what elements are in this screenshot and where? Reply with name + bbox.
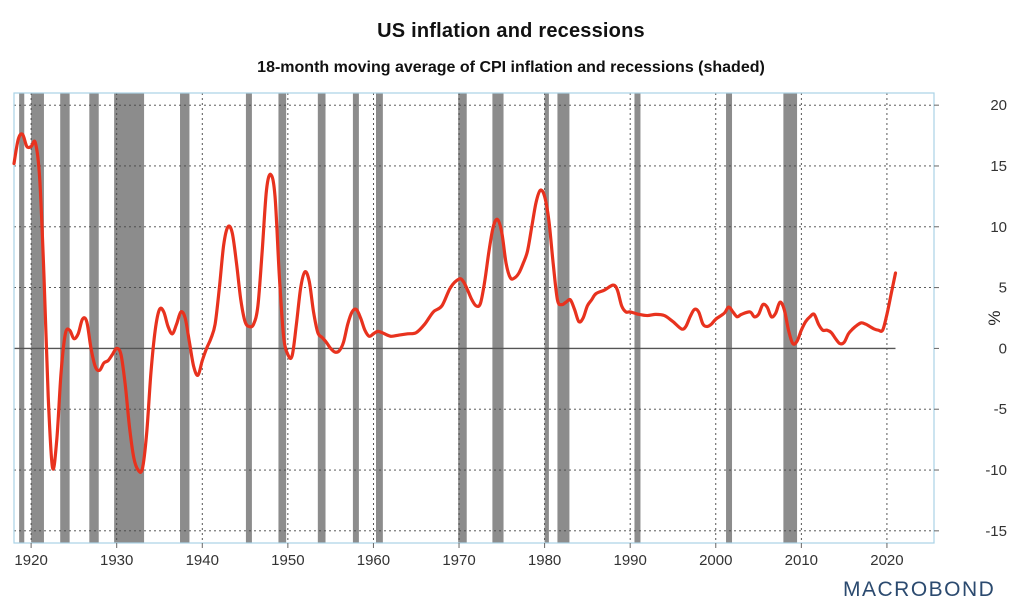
recession-band-17 — [783, 93, 798, 543]
x-tick-label-1920: 1920 — [14, 552, 47, 569]
recession-band-9 — [352, 93, 359, 543]
recession-band-0 — [19, 93, 25, 543]
recession-band-15 — [634, 93, 641, 543]
recession-band-12 — [492, 93, 504, 543]
recession-band-6 — [245, 93, 252, 543]
y-tick-label-20: 20 — [990, 97, 1007, 114]
recession-band-13 — [544, 93, 549, 543]
y-tick-label--5: -5 — [994, 401, 1007, 418]
grid-lines — [14, 93, 934, 543]
chart-subtitle: 18-month moving average of CPI inflation… — [257, 59, 765, 76]
recession-band-11 — [458, 93, 467, 543]
recession-band-16 — [726, 93, 733, 543]
recession-band-14 — [557, 93, 570, 543]
recession-band-4 — [114, 93, 145, 543]
x-tick-label-1930: 1930 — [100, 552, 133, 569]
x-tick-label-1950: 1950 — [271, 552, 304, 569]
y-tick-label--10: -10 — [985, 462, 1007, 479]
y-tick-label-5: 5 — [999, 280, 1007, 297]
recession-band-2 — [60, 93, 70, 543]
y-tick-label-0: 0 — [999, 340, 1007, 357]
y-tick-label-10: 10 — [990, 219, 1007, 236]
recession-band-10 — [376, 93, 383, 543]
recession-bands — [19, 93, 798, 543]
x-axis-ticks: 1920 1930 1940 1950 1960 1970 1980 1990 2000 2010… — [14, 543, 904, 569]
y-tick-label--15: -15 — [985, 523, 1007, 540]
x-tick-label-1970: 1970 — [442, 552, 475, 569]
y-tick-label-15: 15 — [990, 158, 1007, 175]
x-tick-label-2000: 2000 — [699, 552, 732, 569]
x-tick-label-2010: 2010 — [785, 552, 818, 569]
cpi-inflation-line — [12, 132, 898, 474]
plot-frame — [13, 92, 935, 544]
x-tick-label-1980: 1980 — [528, 552, 561, 569]
x-tick-label-1960: 1960 — [357, 552, 390, 569]
recession-band-8 — [317, 93, 326, 543]
x-tick-label-2020: 2020 — [870, 552, 903, 569]
x-tick-label-1990: 1990 — [613, 552, 646, 569]
recession-band-3 — [89, 93, 99, 543]
y-axis-unit-label: % — [985, 310, 1004, 325]
chart-title: US inflation and recessions — [377, 20, 645, 42]
y-axis-ticks: 20 15 10 5 0 -5 -10 -15 — [934, 97, 1007, 540]
macrobond-logo: MACROBOND — [843, 578, 996, 601]
x-tick-label-1940: 1940 — [186, 552, 219, 569]
